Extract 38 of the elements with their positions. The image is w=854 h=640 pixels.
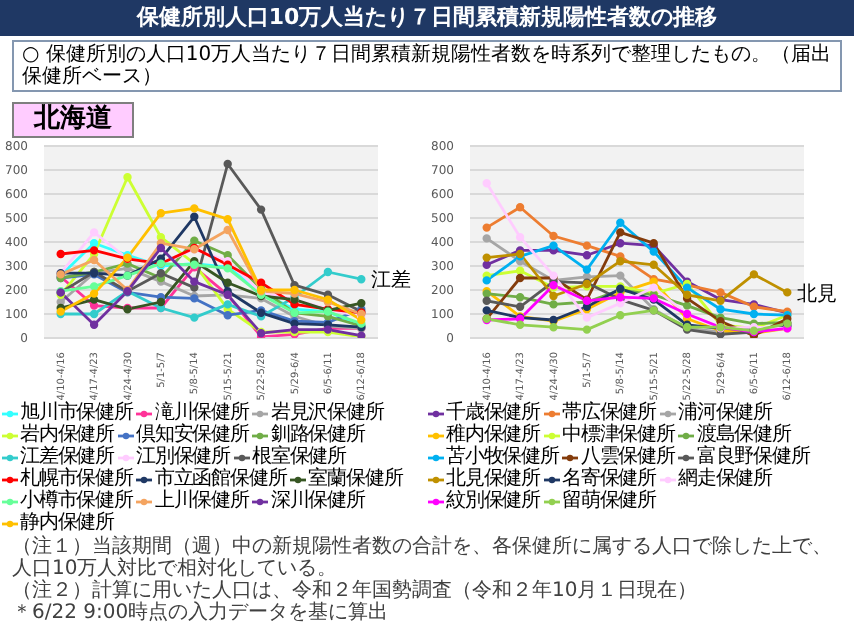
legend-label: 滝川保健所 bbox=[154, 402, 249, 424]
legend-label: 室蘭保健所 bbox=[308, 468, 403, 490]
text: ＊6/22 9:00時点の入力データを基に算出 bbox=[12, 602, 391, 624]
text: （注２）計算に用いた人口は、令和２年国勢調査（令和２年10月１日現在） bbox=[12, 580, 700, 602]
legend-label: 旭川市保健所 bbox=[20, 402, 133, 424]
legend-label: 千歳保健所 bbox=[446, 402, 541, 424]
legend-label: 根室保健所 bbox=[252, 446, 347, 468]
legend-label: 苫小牧保健所 bbox=[446, 446, 559, 468]
legend-label: 中標津保健所 bbox=[562, 424, 675, 446]
legend-label: 静内保健所 bbox=[20, 512, 115, 534]
annotation: 北見 bbox=[797, 281, 838, 306]
legend-label: 岩内保健所 bbox=[20, 424, 115, 446]
legend-label: 浦河保健所 bbox=[678, 402, 773, 424]
legend-label: 岩見沢保健所 bbox=[270, 402, 384, 424]
text: ○ 保健所別の人口10万人当たり７日間累積新規陽性者数を時系列で整理したもの。（届出保健所ベース） bbox=[12, 40, 842, 92]
legend-label: 釧路保健所 bbox=[270, 424, 365, 446]
legend-label: 小樽市保健所 bbox=[20, 490, 133, 512]
legend-label: 稚内保健所 bbox=[446, 424, 541, 446]
legend-label: 江差保健所 bbox=[20, 446, 115, 468]
legend-label: 帯広保健所 bbox=[562, 402, 657, 424]
legend-label: 倶知安保健所 bbox=[136, 424, 249, 446]
legend-label: 名寄保健所 bbox=[562, 468, 657, 490]
annotation: 江差 bbox=[371, 268, 412, 293]
legend-label: 札幌市保健所 bbox=[20, 468, 133, 490]
legend-label: 留萌保健所 bbox=[562, 490, 657, 512]
legend-label: 深川保健所 bbox=[270, 490, 365, 512]
legend-label: 渡島保健所 bbox=[696, 424, 791, 446]
legend-label: 上川保健所 bbox=[154, 490, 249, 512]
legend-label: 富良野保健所 bbox=[696, 446, 810, 468]
legend-label: 市立函館保健所 bbox=[154, 468, 287, 490]
text: 保健所別人口10万人当たり７日間累積新規陽性者数の推移 bbox=[0, 0, 854, 36]
legend-label: 八雲保健所 bbox=[580, 446, 675, 468]
legend-label: 紋別保健所 bbox=[446, 490, 541, 512]
legend-label: 網走保健所 bbox=[678, 468, 773, 490]
legend-label: 北見保健所 bbox=[446, 468, 541, 490]
text: 北海道 bbox=[12, 102, 134, 138]
legend-label: 江別保健所 bbox=[136, 446, 231, 468]
text: （注１）当該期間（週）中の新規陽性者数の合計を、各保健所に属する人口で除した上で、人口10万人対比で相対化している。 bbox=[12, 536, 834, 580]
